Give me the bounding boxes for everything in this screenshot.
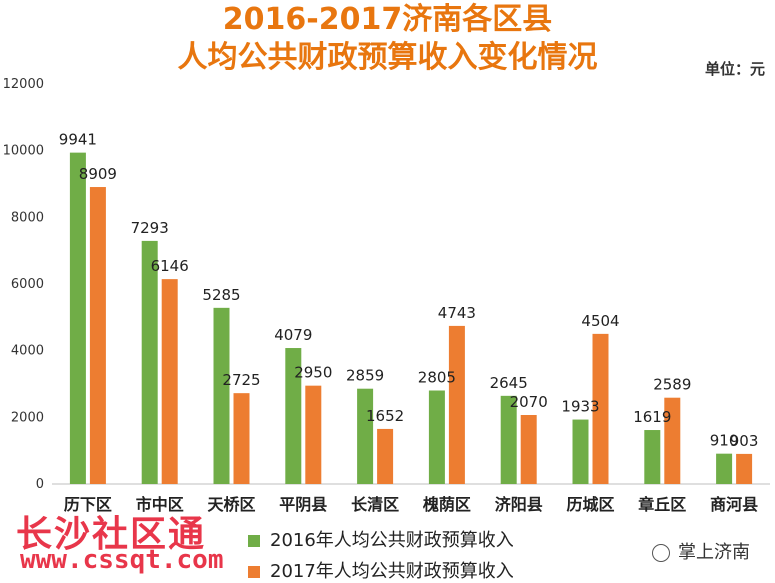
legend-label-2016: 2016年人均公共财政预算收入 — [270, 530, 514, 551]
data-label: 2859 — [346, 367, 384, 385]
category-label: 济阳县 — [495, 495, 543, 514]
data-label: 4504 — [581, 312, 619, 330]
data-label: 2070 — [510, 393, 548, 411]
bar-历下区-2017 — [89, 187, 106, 485]
data-label: 9941 — [59, 131, 97, 149]
data-label: 1652 — [366, 407, 404, 425]
data-label: 5285 — [202, 286, 240, 304]
bar-长清区-2016 — [357, 388, 374, 484]
category-label: 长清区 — [351, 495, 399, 514]
legend-swatch-2016 — [248, 535, 260, 547]
bar-天桥区-2016 — [213, 307, 230, 484]
data-label: 1933 — [561, 398, 599, 416]
y-tick-label: 8000 — [11, 210, 44, 225]
chart-title-line1: 2016-2017济南各区县 — [222, 2, 553, 37]
bar-长清区-2017 — [377, 428, 394, 484]
y-tick-label: 10000 — [3, 144, 44, 159]
bar-市中区-2016 — [141, 240, 158, 484]
category-labels: 历下区 市中区 天桥区 平阴县 长清区 槐荫区 济阳县 历城区 章丘区 商河县 — [64, 495, 758, 514]
data-labels: 9941 8909 7293 6146 5285 2725 4079 2950 2859 1652… — [59, 131, 759, 450]
bar-槐荫区-2016 — [428, 390, 445, 484]
bar-市中区-2017 — [161, 279, 178, 484]
data-label: 910 — [710, 432, 739, 450]
wechat-icon — [652, 544, 670, 562]
bar-章丘区-2017 — [664, 397, 681, 484]
watermark-account: 掌上济南 — [652, 538, 750, 564]
data-label: 2645 — [490, 374, 528, 392]
watermark-site-name: 长沙社区通 — [16, 514, 207, 555]
data-label: 4743 — [438, 304, 476, 322]
unit-label: 单位：元 — [704, 60, 765, 78]
bar-历城区-2017 — [592, 333, 609, 484]
bar-天桥区-2017 — [233, 393, 250, 484]
bar-章丘区-2016 — [644, 430, 661, 484]
legend-label-2017: 2017年人均公共财政预算收入 — [270, 561, 514, 582]
bar-商河县-2016 — [716, 453, 733, 484]
y-tick-label: 12000 — [3, 77, 44, 92]
data-label: 2725 — [222, 371, 260, 389]
y-tick-label: 0 — [36, 477, 44, 492]
y-tick-label: 6000 — [11, 277, 44, 292]
legend-item-2016: 2016年人均公共财政预算收入 — [248, 526, 514, 552]
data-label: 4079 — [274, 326, 312, 344]
data-label: 6146 — [151, 257, 189, 275]
category-label: 章丘区 — [638, 495, 686, 514]
legend-item-2017: 2017年人均公共财政预算收入 — [248, 557, 514, 583]
watermark-site-url: www.cssqt.com — [20, 545, 224, 575]
category-label: 槐荫区 — [422, 495, 471, 514]
data-label: 8909 — [79, 165, 117, 183]
watermark-account-label: 掌上济南 — [678, 542, 750, 563]
data-label: 2589 — [653, 376, 691, 394]
bar-商河县-2017 — [736, 453, 753, 484]
y-tick-label: 2000 — [11, 410, 44, 425]
bar-槐荫区-2017 — [448, 325, 465, 484]
category-label: 商河县 — [710, 495, 758, 514]
bar-济阳县-2017 — [520, 415, 537, 484]
bars — [69, 152, 753, 485]
legend-swatch-2017 — [248, 566, 260, 578]
bar-平阴县-2016 — [285, 348, 302, 484]
bar-济阳县-2016 — [500, 395, 517, 484]
y-tick-label: 4000 — [11, 344, 44, 359]
data-label: 2805 — [418, 369, 456, 387]
bar-平阴县-2017 — [305, 385, 322, 484]
data-label: 1619 — [633, 408, 671, 426]
data-label: 7293 — [131, 219, 169, 237]
category-label: 平阴县 — [279, 495, 327, 514]
data-label: 2950 — [294, 364, 332, 382]
category-label: 历下区 — [64, 495, 112, 514]
bar-历城区-2016 — [572, 419, 589, 484]
bar-历下区-2016 — [69, 152, 86, 484]
chart-title-line2: 人均公共财政预算收入变化情况 — [177, 40, 598, 75]
data-label: 903 — [730, 432, 759, 450]
category-label: 天桥区 — [207, 495, 255, 514]
category-label: 历城区 — [566, 495, 614, 514]
category-label: 市中区 — [136, 495, 184, 514]
